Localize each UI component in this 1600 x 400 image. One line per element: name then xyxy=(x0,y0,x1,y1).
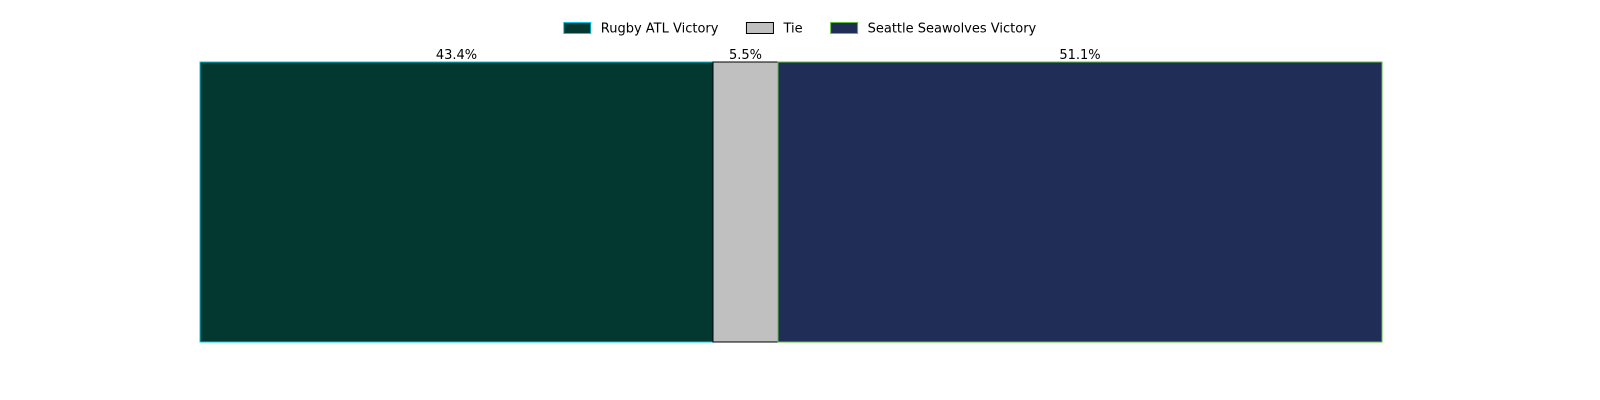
percentage-labels: 43.4% 5.5% 51.1% xyxy=(436,48,1101,63)
bar-segment-tie xyxy=(712,61,779,343)
bar-segment-rugby-atl-victory xyxy=(199,61,714,343)
legend-item-rugby-atl-victory: Rugby ATL Victory xyxy=(563,22,719,37)
pct-label-rugby-atl-victory: 43.4% xyxy=(436,48,477,63)
pct-label-tie: 5.5% xyxy=(729,48,762,63)
legend-label-seattle-seawolves-victory: Seattle Seawolves Victory xyxy=(868,22,1037,37)
legend-item-tie: Tie xyxy=(745,22,803,37)
legend: Rugby ATL Victory Tie Seattle Seawolves Vi… xyxy=(563,22,1037,37)
legend-item-seattle-seawolves-victory: Seattle Seawolves Victory xyxy=(830,22,1037,37)
legend-label-rugby-atl-victory: Rugby ATL Victory xyxy=(601,22,719,37)
bar-area xyxy=(199,61,1383,343)
pct-label-seattle-seawolves-victory: 51.1% xyxy=(1059,48,1100,63)
legend-swatch-tie xyxy=(745,22,774,34)
legend-label-tie: Tie xyxy=(782,22,802,37)
legend-swatch-seattle-seawolves-victory xyxy=(830,22,859,34)
bar-segment-seattle-seawolves-victory xyxy=(777,61,1383,343)
legend-swatch-rugby-atl-victory xyxy=(563,22,592,34)
